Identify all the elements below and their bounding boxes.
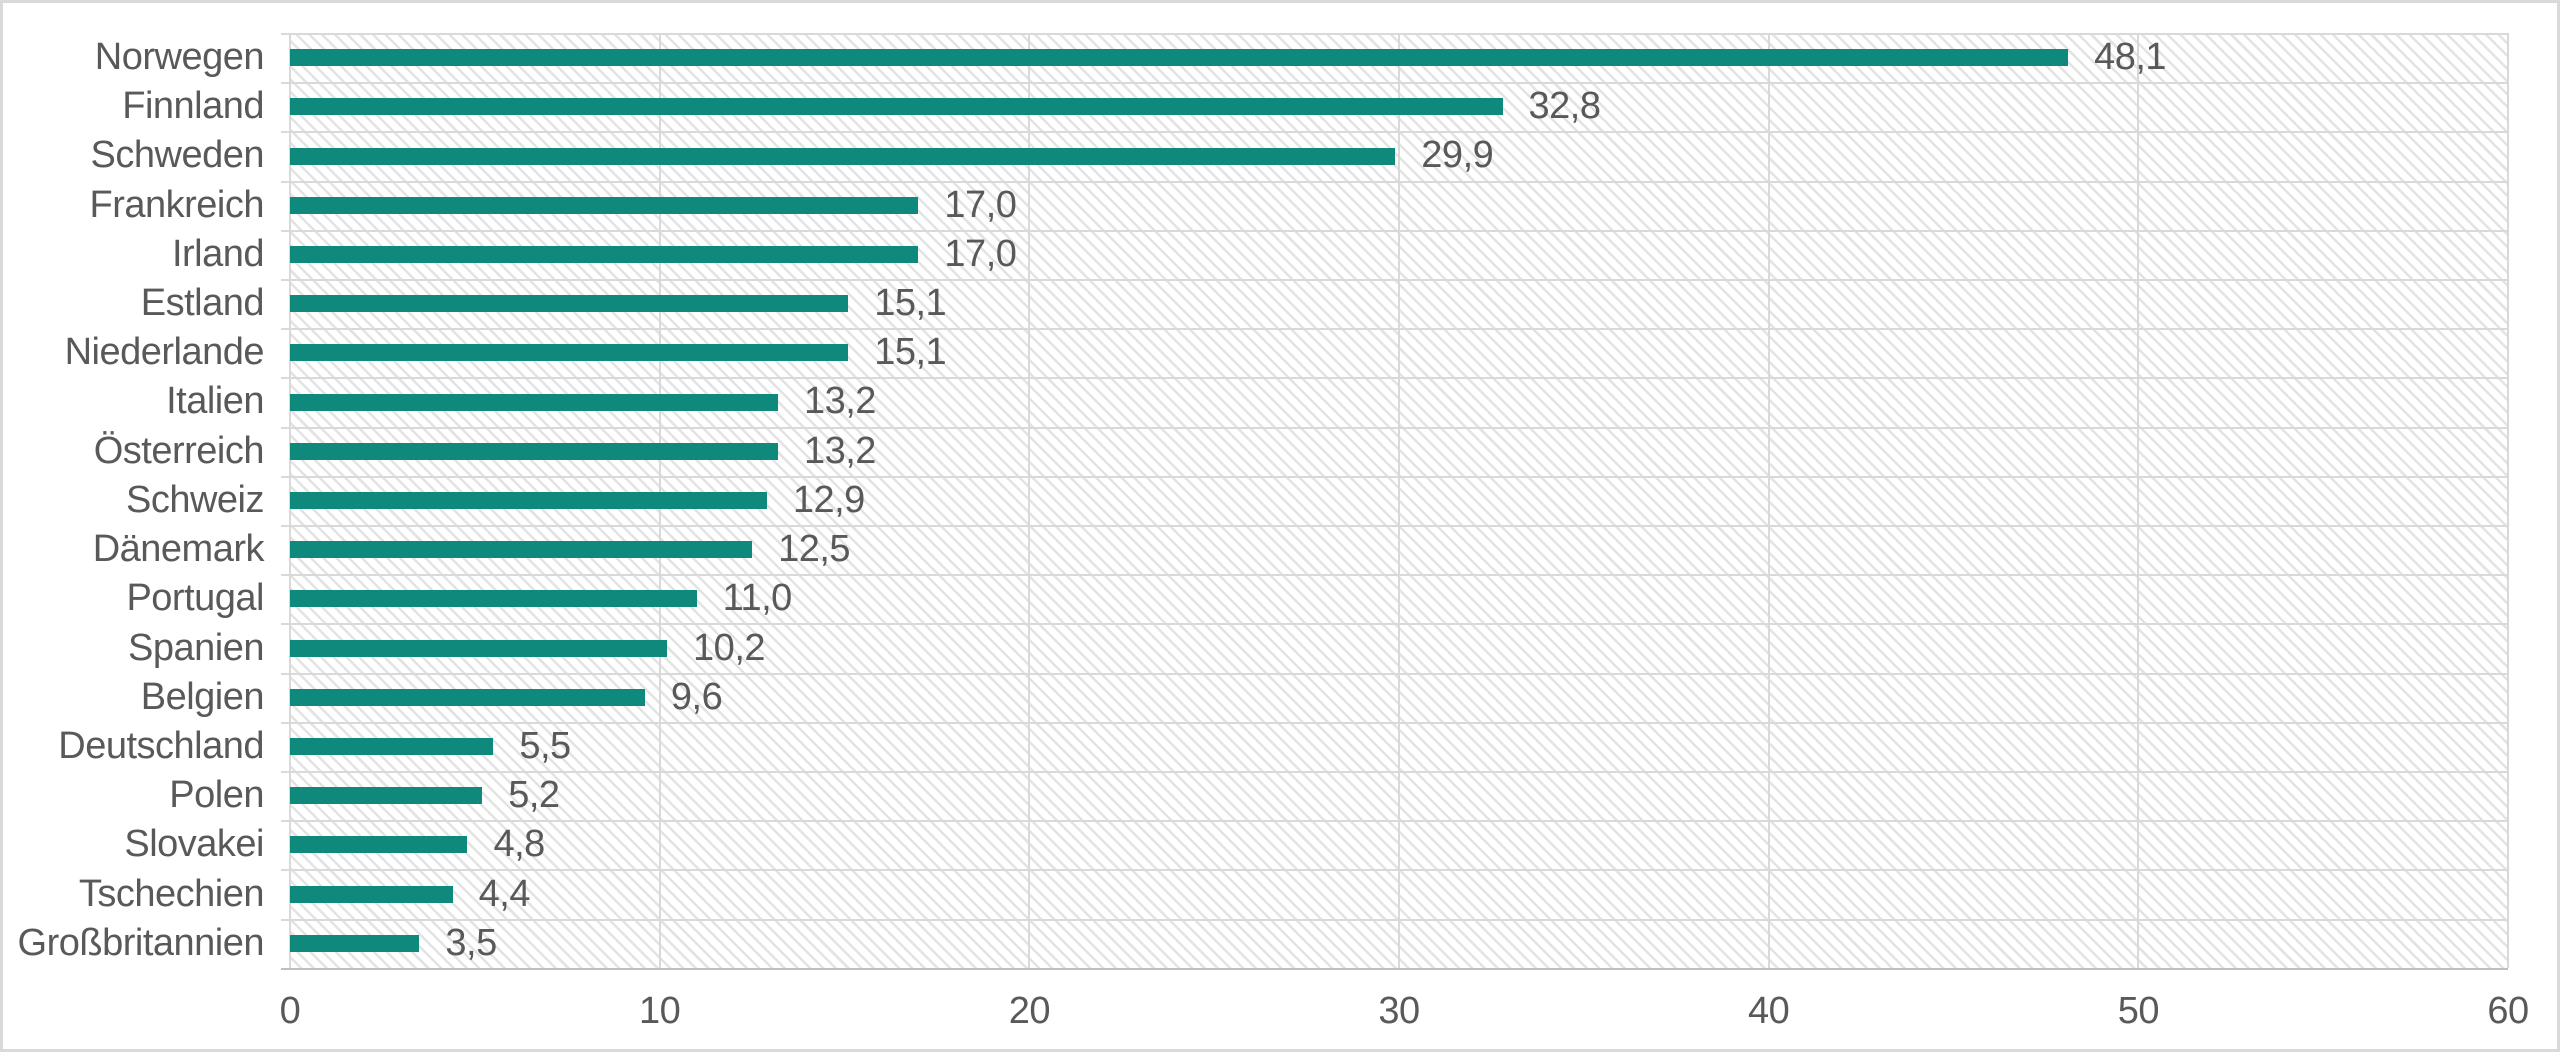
value-label: 29,9 xyxy=(1421,134,1494,177)
category-band xyxy=(281,281,2508,331)
category-band xyxy=(281,871,2508,921)
x-axis-tick-label: 40 xyxy=(1748,990,1790,1032)
bar xyxy=(290,639,668,657)
category-band xyxy=(281,576,2508,626)
value-label: 11,0 xyxy=(722,577,793,620)
category-label: Niederlande xyxy=(64,331,265,374)
category-label: Finnland xyxy=(122,85,264,128)
bar xyxy=(290,393,778,411)
x-axis-tick-label: 10 xyxy=(639,990,681,1032)
vertical-gridline xyxy=(2507,33,2509,968)
bar xyxy=(290,590,697,608)
bar xyxy=(290,738,494,756)
category-label: Frankreich xyxy=(89,183,265,226)
category-label: Deutschland xyxy=(58,724,264,767)
category-band xyxy=(281,527,2508,577)
category-label: Schweden xyxy=(90,134,265,177)
value-label: 17,0 xyxy=(944,183,1017,226)
vertical-gridline xyxy=(1028,33,1031,968)
category-label: Österreich xyxy=(93,429,265,472)
value-label: 4,4 xyxy=(478,872,531,915)
value-label: 5,2 xyxy=(508,774,560,817)
value-label: 15,1 xyxy=(874,331,947,374)
category-band xyxy=(281,330,2508,380)
x-axis-tick-label: 30 xyxy=(1378,990,1420,1032)
category-label: Belgien xyxy=(140,675,265,718)
category-band xyxy=(281,429,2508,478)
value-label: 5,5 xyxy=(519,724,571,767)
bar xyxy=(290,885,453,903)
category-band xyxy=(281,724,2508,774)
value-label: 48,1 xyxy=(2094,36,2167,78)
bar xyxy=(290,688,645,706)
value-label: 4,8 xyxy=(493,823,545,866)
category-label: Tschechien xyxy=(78,872,265,915)
category-band xyxy=(281,773,2508,823)
value-label: 9,6 xyxy=(670,675,723,718)
category-label: Norwegen xyxy=(94,36,265,78)
bar xyxy=(290,295,849,313)
category-band xyxy=(281,822,2508,872)
value-label: 15,1 xyxy=(874,282,947,325)
value-label: 13,2 xyxy=(803,380,876,423)
category-label: Slovakei xyxy=(124,823,264,866)
bar xyxy=(290,934,420,952)
category-band xyxy=(281,379,2508,429)
value-label: 3,5 xyxy=(445,921,497,964)
bar xyxy=(290,196,919,214)
category-band xyxy=(281,35,2508,85)
horizontal-gridlines xyxy=(281,33,2508,970)
bar xyxy=(290,49,2069,67)
x-axis-tick-label: 0 xyxy=(279,990,301,1032)
value-label: 17,0 xyxy=(944,232,1017,275)
x-axis-tick-label: 50 xyxy=(2117,990,2160,1032)
category-band xyxy=(281,133,2508,183)
category-label: Irland xyxy=(171,232,265,275)
category-band xyxy=(281,625,2508,675)
bar xyxy=(290,492,767,509)
bar xyxy=(290,344,849,362)
category-band xyxy=(281,232,2508,282)
category-label: Estland xyxy=(140,282,265,325)
category-band xyxy=(281,84,2508,134)
vertical-gridline xyxy=(2137,33,2140,968)
bar xyxy=(290,442,778,460)
bar xyxy=(290,836,468,854)
bar xyxy=(290,147,1396,165)
category-band xyxy=(281,478,2508,528)
category-label: Portugal xyxy=(126,577,264,620)
value-label: 13,2 xyxy=(803,429,876,472)
category-band xyxy=(281,183,2508,232)
vertical-gridline xyxy=(1767,33,1770,968)
value-label: 10,2 xyxy=(693,626,766,669)
category-label: Großbritannien xyxy=(17,921,265,964)
bar xyxy=(290,541,753,559)
value-label: 32,8 xyxy=(1528,85,1601,128)
category-label: Polen xyxy=(169,774,264,817)
category-label: Dänemark xyxy=(92,528,265,571)
x-axis-tick-label: 20 xyxy=(1008,990,1051,1032)
value-label: 12,5 xyxy=(778,528,851,571)
category-band xyxy=(281,921,2508,970)
bar xyxy=(290,787,483,805)
vertical-gridline xyxy=(1398,33,1400,968)
bar xyxy=(290,245,919,263)
category-label: Italien xyxy=(166,380,264,423)
category-label: Spanien xyxy=(128,626,264,669)
category-label: Schweiz xyxy=(126,478,265,521)
category-band xyxy=(281,675,2508,724)
bar xyxy=(290,98,1503,116)
x-axis-tick-label: 60 xyxy=(2487,990,2529,1032)
value-label: 12,9 xyxy=(792,478,865,521)
